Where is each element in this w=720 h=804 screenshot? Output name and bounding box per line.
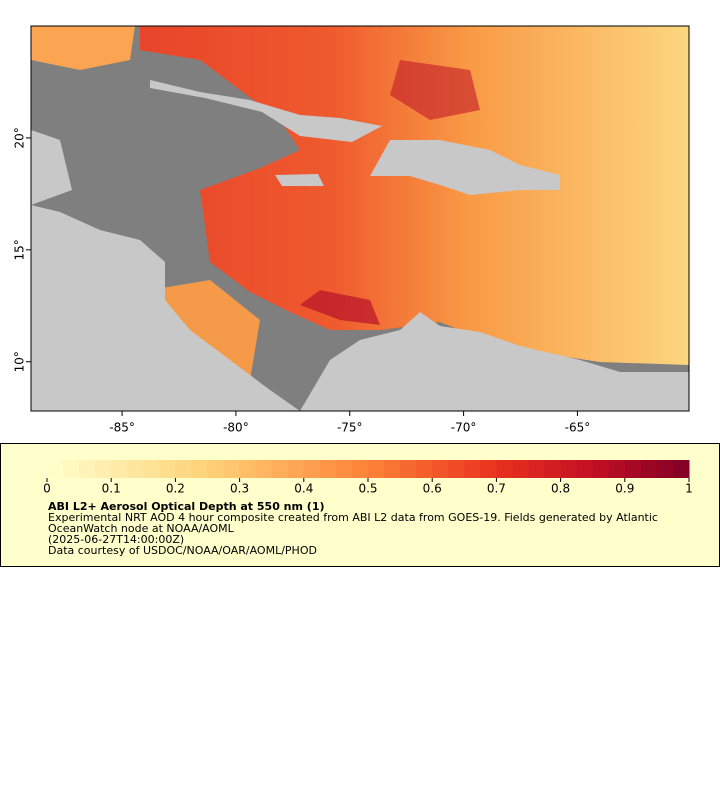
aerosol-high-patch xyxy=(390,60,480,120)
colorbar-swatch xyxy=(512,460,529,478)
colorbar-swatch xyxy=(207,460,225,478)
colorbar-tick-label: 0 xyxy=(43,482,51,496)
legend-line: (2025-06-27T14:00:00Z) xyxy=(48,533,184,546)
legend-line: OceanWatch node at NOAA/AOML xyxy=(48,522,235,535)
colorbar-tick-label: 0.1 xyxy=(102,482,121,496)
colorbar-swatch xyxy=(95,460,112,478)
map-frame xyxy=(30,25,690,412)
colorbar-swatch xyxy=(624,460,642,478)
colorbar-swatch xyxy=(335,460,353,478)
colorbar-tick-label: 0.3 xyxy=(230,482,249,496)
colorbar-swatch xyxy=(175,460,192,478)
colorbar-swatch xyxy=(319,460,337,478)
colorbar-swatch xyxy=(239,460,257,478)
legend-title: ABI L2+ Aerosol Optical Depth at 550 nm … xyxy=(48,500,325,513)
colorbar-tick-label: 0.5 xyxy=(358,482,377,496)
y-tick-label: 15° xyxy=(13,239,27,260)
colorbar-swatch xyxy=(400,460,417,478)
colorbar-swatch xyxy=(127,460,144,478)
colorbar-swatch xyxy=(656,460,674,478)
colorbar-swatch xyxy=(271,460,289,478)
x-tick-label: -80° xyxy=(223,421,249,435)
y-tick-label: 20° xyxy=(13,127,27,148)
colorbar-swatch xyxy=(480,460,497,478)
colorbar-swatch xyxy=(464,460,481,478)
colorbar-swatch xyxy=(63,460,80,478)
colorbar-swatch xyxy=(287,460,305,478)
colorbar-tick-label: 0.8 xyxy=(551,482,570,496)
colorbar-swatch xyxy=(223,460,241,478)
colorbar-tick-label: 0.2 xyxy=(166,482,185,496)
land-south-america xyxy=(300,312,689,411)
colorbar-swatch xyxy=(496,460,513,478)
colorbar-swatch xyxy=(111,460,128,478)
colorbar-swatch xyxy=(255,460,273,478)
aerosol-field-west xyxy=(31,26,135,70)
land-jamaica xyxy=(275,174,324,186)
colorbar-swatch xyxy=(640,460,658,478)
colorbar-swatch xyxy=(432,460,449,478)
land-central-america xyxy=(31,205,300,411)
colorbar-tick-label: 0.6 xyxy=(423,482,442,496)
map-area xyxy=(31,26,689,411)
land-hispaniola xyxy=(370,140,560,195)
y-tick-label: 10° xyxy=(13,351,27,372)
colorbar-tick-label: 0.9 xyxy=(615,482,634,496)
colorbar-swatch xyxy=(143,460,160,478)
x-tick-label: -70° xyxy=(451,421,477,435)
colorbar-swatch xyxy=(79,460,96,478)
colorbar-swatch xyxy=(384,460,401,478)
colorbar-swatch xyxy=(368,460,385,478)
land-yucatan xyxy=(31,130,72,205)
colorbar-swatch xyxy=(448,460,465,478)
colorbar-swatch xyxy=(303,460,321,478)
legend-line: Experimental NRT AOD 4 hour composite cr… xyxy=(48,511,658,524)
x-tick-label: -75° xyxy=(337,421,363,435)
colorbar-tick-label: 1 xyxy=(685,482,693,496)
colorbar-swatch xyxy=(191,460,208,478)
colorbar-swatch xyxy=(592,460,610,478)
aerosol-high-patch xyxy=(300,290,380,325)
x-tick-label: -65° xyxy=(565,421,591,435)
colorbar-swatch xyxy=(47,460,64,478)
colorbar-swatch xyxy=(608,460,626,478)
colorbar-swatch xyxy=(351,460,369,478)
colorbar-swatch xyxy=(672,460,690,478)
colorbar-swatch xyxy=(560,460,578,478)
colorbar-swatch xyxy=(528,460,546,478)
legend-line: Data courtesy of USDOC/NOAA/OAR/AOML/PHO… xyxy=(48,544,317,557)
colorbar-tick-label: 0.4 xyxy=(294,482,313,496)
colorbar-swatch xyxy=(576,460,594,478)
colorbar-swatch xyxy=(544,460,562,478)
x-tick-label: -85° xyxy=(109,421,135,435)
colorbar-swatch xyxy=(159,460,176,478)
colorbar-swatch xyxy=(416,460,433,478)
colorbar-tick-label: 0.7 xyxy=(487,482,506,496)
land-cuba xyxy=(150,80,382,142)
